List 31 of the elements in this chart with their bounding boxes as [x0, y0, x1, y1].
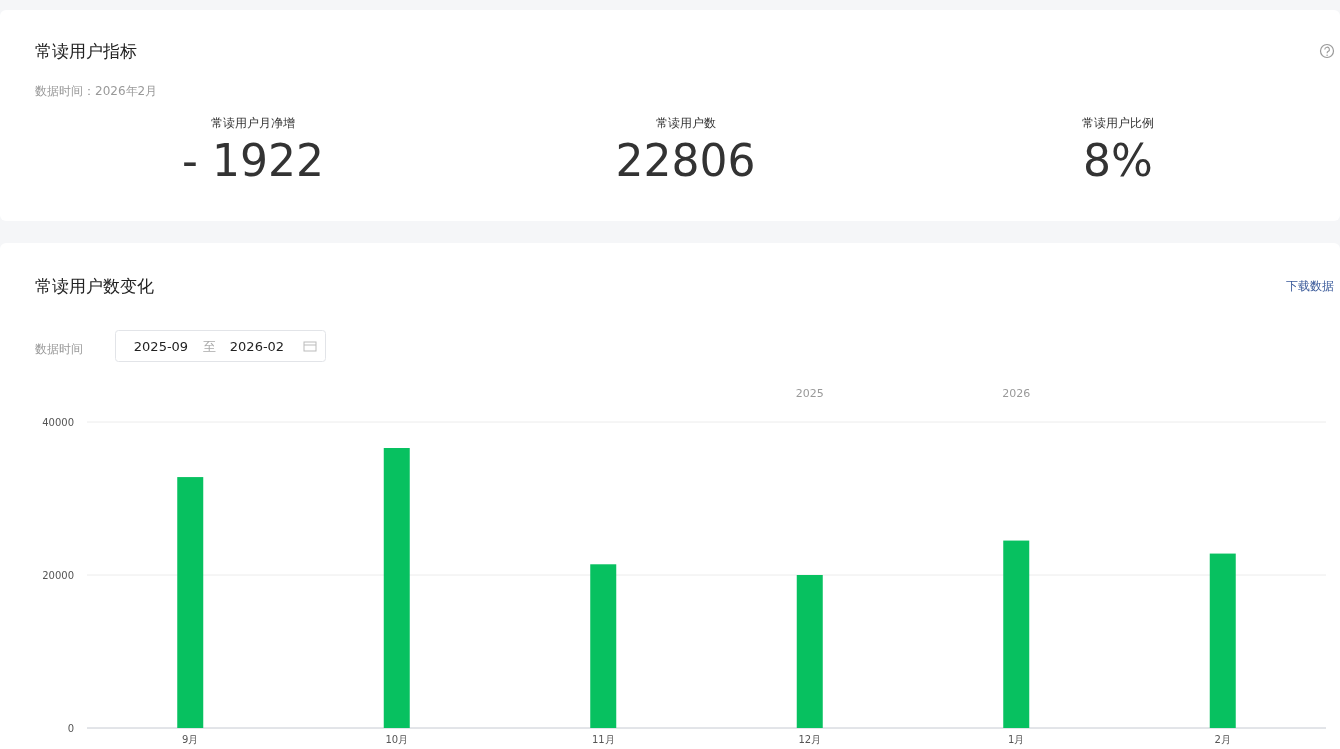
bar [1209, 553, 1236, 728]
bar [1003, 540, 1030, 728]
text: 2025-09 [133, 339, 189, 354]
y-tick-label: 0 [67, 722, 74, 734]
bar [590, 564, 617, 728]
chart-title: 常读用户数变化 [35, 276, 154, 296]
text: 22806 [615, 135, 756, 186]
category-label: 常读用户月净增 [211, 116, 295, 130]
text: 至 [202, 339, 216, 354]
text: 8% [1083, 135, 1153, 186]
bar [796, 575, 823, 728]
category-label: 常读用户比例 [1082, 116, 1154, 130]
x-tick-label: 9月 [182, 734, 199, 745]
x-tick-label: 1月 [1008, 734, 1025, 745]
x-tick-label: 10月 [385, 734, 409, 745]
text: 数据时间 [35, 342, 83, 356]
x-tick-label: 12月 [798, 734, 822, 745]
y-tick-label: 40000 [42, 416, 74, 428]
x-tick-label: 2月 [1214, 734, 1231, 745]
text: 2026 [1002, 387, 1031, 400]
text: 2025 [795, 387, 824, 400]
y-tick-label: 20000 [42, 569, 74, 581]
category-label: 常读用户数 [655, 116, 716, 130]
text: - 1922 [182, 135, 324, 186]
text: 2026-02 [229, 339, 285, 354]
text: 数据时间：2026年2月 [35, 84, 158, 98]
text: 常读用户指标 [35, 41, 137, 61]
x-tick-label: 11月 [591, 734, 615, 745]
bar [177, 477, 204, 728]
bar [383, 448, 410, 728]
text: 下载数据 [1286, 279, 1334, 293]
